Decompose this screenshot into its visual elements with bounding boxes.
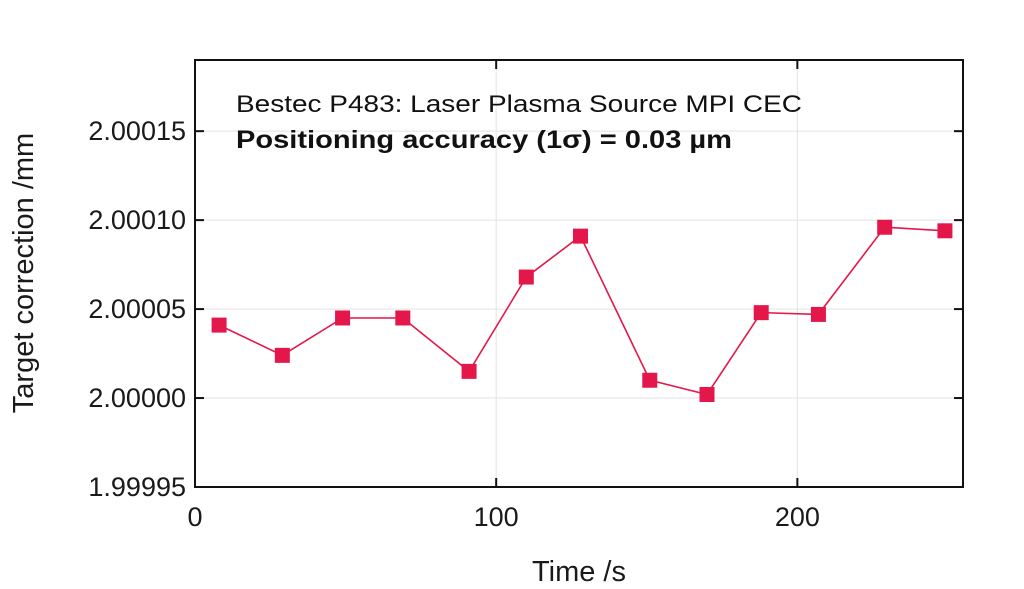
data-point — [335, 310, 351, 326]
y-tick-label: 2.00010 — [88, 205, 186, 235]
data-point — [461, 363, 477, 379]
plot-background — [195, 60, 963, 487]
y-tick-label: 1.99995 — [88, 472, 186, 502]
x-axis-label: Time /s — [532, 556, 626, 588]
grid — [195, 60, 963, 487]
x-tick-label: 0 — [187, 502, 202, 532]
data-point — [642, 372, 658, 388]
y-tick-label: 2.00005 — [88, 294, 186, 324]
series-group — [211, 219, 953, 402]
y-tick-label: 2.00000 — [88, 383, 186, 413]
x-tick-label: 100 — [474, 502, 519, 532]
data-point — [937, 223, 953, 239]
data-point — [573, 228, 589, 244]
y-tick-label: 2.00015 — [88, 116, 186, 146]
y-tick-labels: 1.99995 2.00000 2.00005 2.00010 2.00015 — [88, 116, 186, 502]
x-tick-labels: 0 100 200 — [187, 502, 819, 532]
data-point — [211, 317, 227, 333]
data-point — [699, 386, 715, 402]
annotation-accuracy: Positioning accuracy (1σ) = 0.03 µm — [236, 126, 732, 154]
data-point — [810, 306, 826, 322]
data-point — [518, 269, 534, 285]
data-point — [274, 347, 290, 363]
data-point — [877, 219, 893, 235]
x-tick-label: 200 — [775, 502, 820, 532]
data-point — [395, 310, 411, 326]
data-point — [753, 305, 769, 321]
y-axis-label: Target correction /mm — [8, 133, 40, 413]
plot-frame — [194, 59, 964, 488]
annotation-instrument: Bestec P483: Laser Plasma Source MPI CEC — [236, 91, 802, 118]
